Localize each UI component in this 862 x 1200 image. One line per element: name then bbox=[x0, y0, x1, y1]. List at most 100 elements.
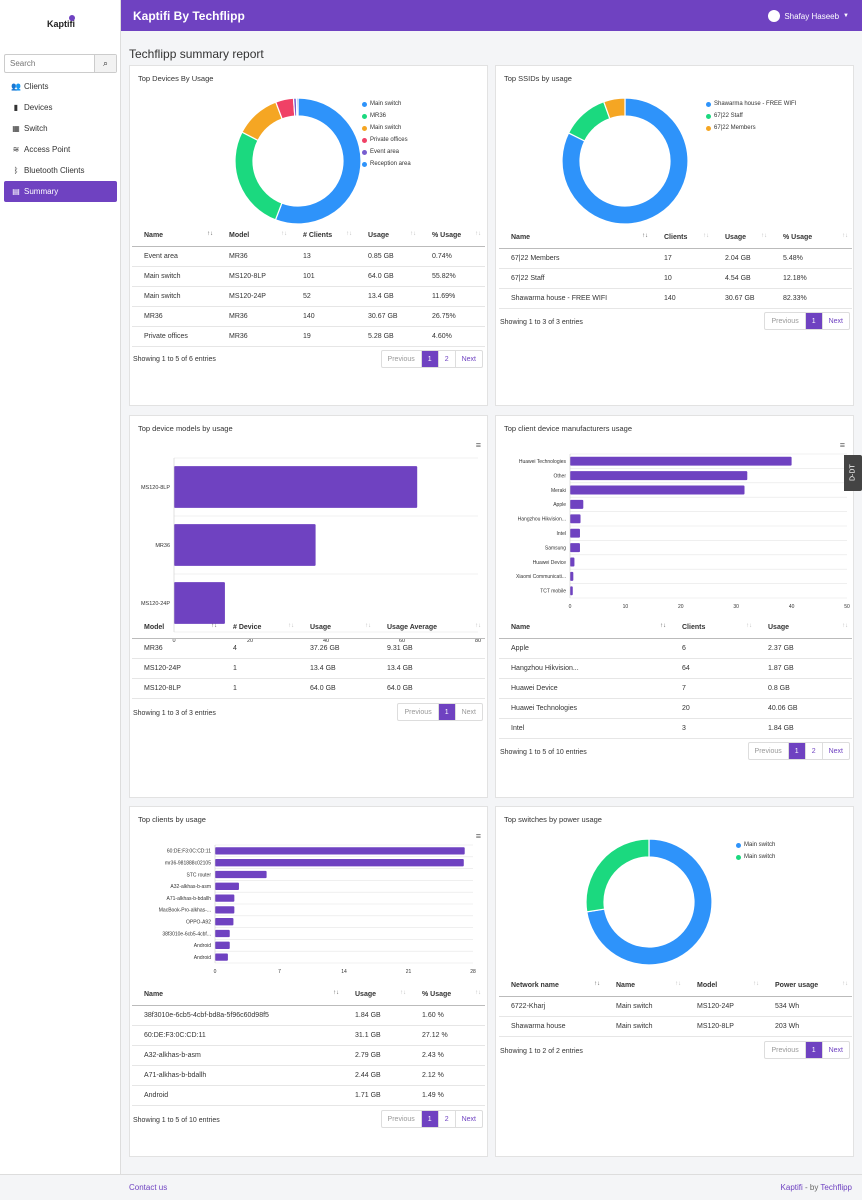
chart-menu-icon[interactable]: ≡ bbox=[475, 440, 481, 450]
pie-slice[interactable] bbox=[295, 97, 299, 117]
legend-item[interactable]: 67|22 Members bbox=[706, 122, 796, 134]
column-header-percent-usage[interactable]: % Usage ↑↓ bbox=[420, 226, 485, 247]
bar[interactable] bbox=[174, 524, 316, 566]
column-header-network-name[interactable]: Network name ↑↓ bbox=[499, 976, 604, 997]
pagination-previous[interactable]: Previous bbox=[765, 1042, 806, 1058]
legend-item[interactable]: Main switch bbox=[362, 122, 411, 134]
pie-slice[interactable] bbox=[586, 838, 713, 966]
column-header-usage[interactable]: Usage ↑↓ bbox=[756, 618, 852, 639]
bar[interactable] bbox=[570, 586, 573, 596]
column-header-device-count[interactable]: # Device ↑↓ bbox=[221, 618, 298, 639]
legend-item[interactable]: Event area bbox=[362, 146, 411, 158]
footer-techflipp-link[interactable]: Techflipp bbox=[820, 1183, 852, 1192]
bar[interactable] bbox=[215, 882, 239, 890]
column-header-name[interactable]: Name ↑↓ bbox=[132, 985, 343, 1006]
bar[interactable] bbox=[570, 456, 792, 466]
pagination-page-1[interactable]: 1 bbox=[805, 313, 823, 329]
footer-brand-link[interactable]: Kaptifi bbox=[780, 1183, 803, 1192]
legend-item[interactable]: Main switch bbox=[362, 98, 411, 110]
bar[interactable] bbox=[570, 499, 584, 509]
bar[interactable] bbox=[570, 571, 574, 581]
legend-item[interactable]: MR36 bbox=[362, 110, 411, 122]
bar[interactable] bbox=[215, 929, 230, 938]
pagination-page-1[interactable]: 1 bbox=[438, 704, 456, 720]
chart-menu-icon[interactable]: ≡ bbox=[839, 440, 845, 450]
pagination-page-2[interactable]: 2 bbox=[439, 351, 456, 367]
column-header-percent-usage[interactable]: % Usage ↑↓ bbox=[771, 228, 852, 249]
column-header-usage[interactable]: Usage ↑↓ bbox=[343, 985, 410, 1006]
bar[interactable] bbox=[215, 894, 235, 902]
pie-slice[interactable] bbox=[241, 101, 283, 142]
bar[interactable] bbox=[174, 582, 225, 624]
pie-slice[interactable] bbox=[567, 100, 611, 142]
pagination-next[interactable]: Next bbox=[461, 708, 476, 716]
bar[interactable] bbox=[215, 847, 465, 855]
pie-slice[interactable] bbox=[585, 838, 650, 913]
pagination-next[interactable]: Next bbox=[828, 1046, 843, 1054]
pagination-page-1[interactable]: 1 bbox=[421, 1111, 439, 1127]
column-header-power-usage[interactable]: Power usage ↑↓ bbox=[763, 976, 852, 997]
sidebar-item-switch[interactable]: ▦ Switch bbox=[4, 118, 117, 139]
pagination-page-1[interactable]: 1 bbox=[421, 351, 439, 367]
column-header-model[interactable]: Model ↑↓ bbox=[217, 226, 291, 247]
column-header-model[interactable]: Model ↑↓ bbox=[132, 618, 221, 639]
column-header-name[interactable]: Name ↑↓ bbox=[132, 226, 217, 247]
side-feedback-tab[interactable]: D-DT bbox=[844, 455, 862, 491]
pagination-page-2[interactable]: 2 bbox=[439, 1111, 456, 1127]
pagination-next[interactable]: Next bbox=[461, 1115, 476, 1123]
bar[interactable] bbox=[570, 543, 580, 553]
chart-menu-icon[interactable]: ≡ bbox=[475, 831, 481, 841]
logo[interactable]: Kaptifi bbox=[47, 15, 75, 29]
bar[interactable] bbox=[215, 906, 235, 914]
column-header-percent-usage[interactable]: % Usage ↑↓ bbox=[410, 985, 485, 1006]
pie-slice[interactable] bbox=[561, 97, 689, 225]
legend-item[interactable]: Main switch bbox=[736, 851, 775, 863]
bar[interactable] bbox=[174, 466, 418, 508]
column-header-clients[interactable]: # Clients ↑↓ bbox=[291, 226, 356, 247]
pagination-next[interactable]: Next bbox=[828, 317, 843, 325]
bar[interactable] bbox=[570, 528, 580, 538]
column-header-name[interactable]: Name ↑↓ bbox=[499, 228, 652, 249]
pagination-previous[interactable]: Previous bbox=[749, 743, 789, 759]
bar[interactable] bbox=[570, 557, 575, 567]
brand-title[interactable]: Kaptifi By Techflipp bbox=[133, 9, 245, 23]
sidebar-item-summary[interactable]: ▤ Summary bbox=[4, 181, 117, 202]
sidebar-item-bluetooth-clients[interactable]: ᛒ Bluetooth Clients bbox=[4, 160, 117, 181]
pie-slice[interactable] bbox=[602, 97, 626, 120]
column-header-usage[interactable]: Usage ↑↓ bbox=[298, 618, 375, 639]
pagination-next[interactable]: Next bbox=[461, 355, 476, 363]
bar[interactable] bbox=[215, 941, 230, 949]
column-header-usage[interactable]: Usage ↑↓ bbox=[713, 228, 771, 249]
legend-item[interactable]: Shawarma house - FREE WIFI bbox=[706, 98, 796, 110]
bar[interactable] bbox=[215, 918, 234, 926]
pagination-previous[interactable]: Previous bbox=[382, 351, 422, 367]
bar[interactable] bbox=[215, 859, 464, 867]
legend-item[interactable]: 67|22 Staff bbox=[706, 110, 796, 122]
contact-us-link[interactable]: Contact us bbox=[129, 1183, 168, 1192]
column-header-usage-average[interactable]: Usage Average ↑↓ bbox=[375, 618, 485, 639]
bar[interactable] bbox=[215, 953, 228, 961]
pagination-previous[interactable]: Previous bbox=[398, 704, 439, 720]
bar[interactable] bbox=[570, 514, 581, 524]
sidebar-item-devices[interactable]: ▮ Devices bbox=[4, 97, 117, 118]
pagination-page-1[interactable]: 1 bbox=[805, 1042, 823, 1058]
legend-item[interactable]: Main switch bbox=[736, 839, 775, 851]
column-header-name[interactable]: Name ↑↓ bbox=[604, 976, 685, 997]
column-header-clients[interactable]: Clients ↑↓ bbox=[670, 618, 756, 639]
column-header-usage[interactable]: Usage ↑↓ bbox=[356, 226, 420, 247]
column-header-model[interactable]: Model ↑↓ bbox=[685, 976, 763, 997]
bar[interactable] bbox=[570, 471, 748, 481]
bar[interactable] bbox=[215, 870, 267, 879]
search-input[interactable] bbox=[5, 55, 94, 72]
pagination-page-2[interactable]: 2 bbox=[806, 743, 823, 759]
pagination-next[interactable]: Next bbox=[828, 747, 843, 755]
bar[interactable] bbox=[570, 485, 745, 495]
column-header-clients[interactable]: Clients ↑↓ bbox=[652, 228, 713, 249]
pie-slice[interactable] bbox=[274, 97, 362, 225]
pie-slice[interactable] bbox=[234, 131, 283, 221]
pagination-previous[interactable]: Previous bbox=[382, 1111, 422, 1127]
legend-item[interactable]: Reception area bbox=[362, 158, 411, 170]
sidebar-item-access-point[interactable]: ≋ Access Point bbox=[4, 139, 117, 160]
user-menu[interactable]: Shafay Haseeb ▼ bbox=[768, 10, 849, 22]
sidebar-item-clients[interactable]: 👥 Clients bbox=[4, 76, 117, 97]
